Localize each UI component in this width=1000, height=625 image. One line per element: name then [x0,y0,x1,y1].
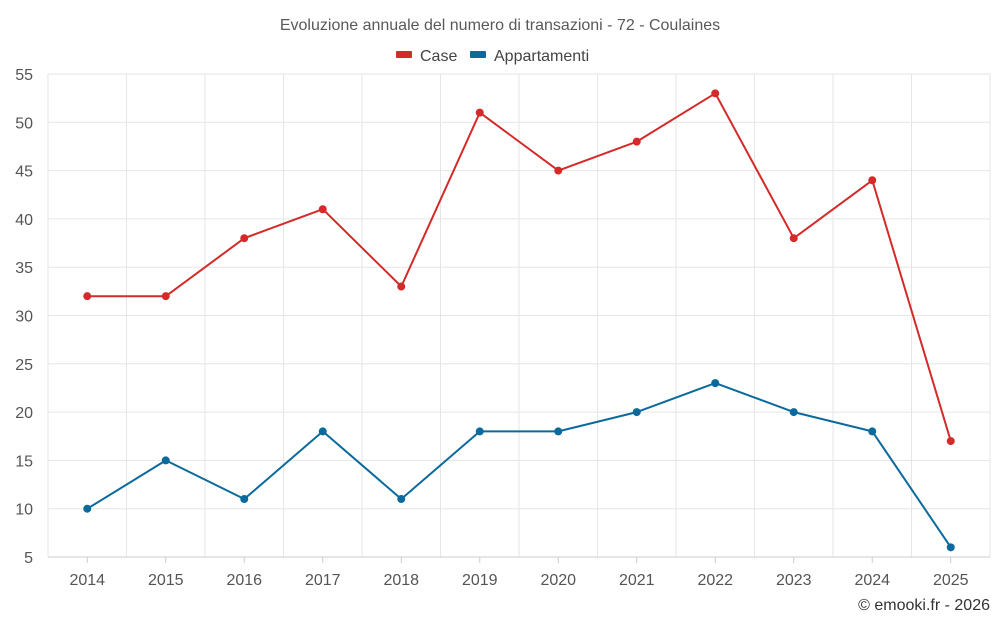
y-tick-label-5: 5 [24,550,33,567]
credit-text: © emooki.fr - 2026 [858,597,990,614]
y-tick-label-10: 10 [15,502,33,519]
legend-swatch-appartamenti [470,51,486,58]
x-tick-label-2021: 2021 [619,572,655,589]
data-point-appartamenti-2021[interactable] [632,408,641,417]
y-tick-label-20: 20 [15,405,33,422]
x-tick-label-2025: 2025 [933,572,969,589]
y-tick-label-40: 40 [15,212,33,229]
x-tick-label-2024: 2024 [854,572,890,589]
series-appartamenti [83,379,955,552]
data-point-case-2020[interactable] [554,166,563,175]
x-tick-label-2017: 2017 [305,572,341,589]
legend: Case Appartamenti [396,48,589,65]
data-point-case-2018[interactable] [397,282,406,291]
data-point-appartamenti-2020[interactable] [554,427,563,436]
y-tick-label-30: 30 [15,309,33,326]
data-point-appartamenti-2016[interactable] [240,495,249,504]
series-line-appartamenti [86,382,952,548]
y-tick-label-15: 15 [15,453,33,470]
data-point-case-2021[interactable] [632,137,641,146]
x-tick-label-2022: 2022 [697,572,733,589]
x-tick-label-2019: 2019 [462,572,498,589]
data-point-case-2016[interactable] [240,234,249,243]
y-tick-label-35: 35 [15,260,33,277]
series-case [83,89,955,446]
chart-title: Evoluzione annuale del numero di transaz… [280,17,720,34]
data-point-case-2022[interactable] [711,89,720,98]
data-point-case-2015[interactable] [161,292,170,301]
grid [47,73,991,557]
data-point-appartamenti-2019[interactable] [475,427,484,436]
x-tick-label-2018: 2018 [383,572,419,589]
legend-swatch-case [396,51,412,58]
data-point-appartamenti-2023[interactable] [789,408,798,417]
data-point-case-2024[interactable] [868,176,877,185]
data-point-case-2019[interactable] [475,108,484,117]
data-point-appartamenti-2014[interactable] [83,504,92,513]
data-point-appartamenti-2022[interactable] [711,379,720,388]
x-tick-label-2023: 2023 [776,572,812,589]
x-tick-label-2014: 2014 [69,572,105,589]
data-point-appartamenti-2017[interactable] [318,427,327,436]
y-tick-label-25: 25 [15,357,33,374]
data-point-case-2025[interactable] [946,437,955,446]
legend-label-case[interactable]: Case [420,48,457,65]
data-point-case-2017[interactable] [318,205,327,214]
y-tick-label-55: 55 [15,67,33,84]
x-tick-label-2016: 2016 [226,572,262,589]
series [83,89,955,552]
data-point-appartamenti-2024[interactable] [868,427,877,436]
data-point-case-2023[interactable] [789,234,798,243]
y-tick-label-50: 50 [15,115,33,132]
data-point-appartamenti-2015[interactable] [161,456,170,465]
data-point-appartamenti-2025[interactable] [946,543,955,552]
data-point-appartamenti-2018[interactable] [397,495,406,504]
legend-label-appartamenti[interactable]: Appartamenti [494,48,589,65]
x-tick-label-2015: 2015 [148,572,184,589]
x-tick-label-2020: 2020 [540,572,576,589]
y-tick-label-45: 45 [15,164,33,181]
data-point-case-2014[interactable] [83,292,92,301]
series-line-case [87,92,952,442]
